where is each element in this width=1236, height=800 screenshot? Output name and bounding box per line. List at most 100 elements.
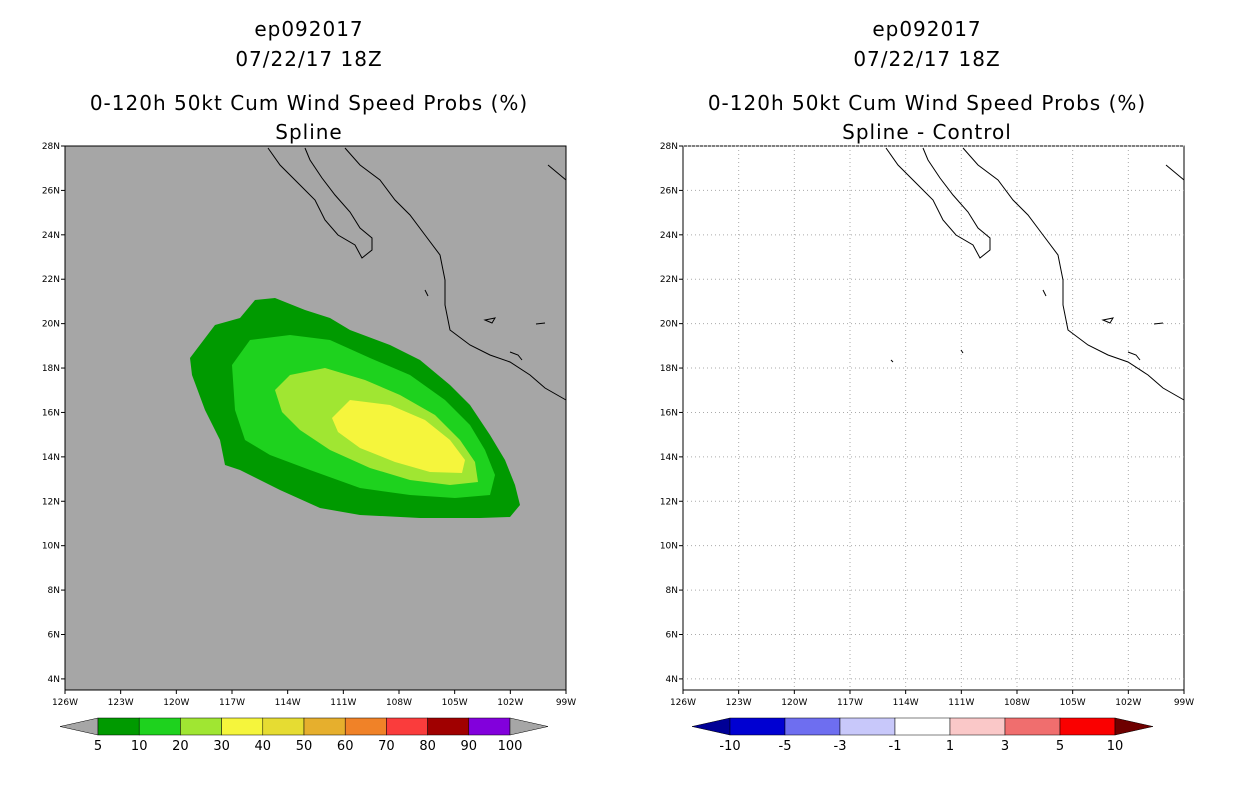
lon-tick-label: 117W (219, 698, 245, 708)
lon-tick-label: 123W (726, 698, 752, 708)
left-map: 126W 123W 120W 117W 114W 111W 108W 105W 102W 99W 4… (42, 142, 576, 754)
lat-tick-label: 6N (666, 630, 678, 640)
lat-tick-label: 14N (42, 453, 60, 463)
colorbar-segment (97, 717, 140, 736)
lat-tick-label: 22N (42, 275, 60, 285)
colorbar-segment (949, 717, 1006, 736)
lon-tick-label: 111W (948, 698, 974, 708)
panel-title-date: 07/22/17 18Z (853, 47, 1001, 71)
lon-tick-label: 105W (442, 698, 468, 708)
left-axis-ticks: 126W 123W 120W 117W 114W 111W 108W 105W 102W 99W 4… (42, 142, 576, 708)
lon-tick-label: 117W (837, 698, 863, 708)
lon-tick-label: 108W (386, 698, 412, 708)
right-axis-ticks: 126W 123W 120W 117W 114W 111W 108W 105W 102W 99W 4… (660, 142, 1194, 708)
lat-tick-label: 18N (42, 364, 60, 374)
colorbar-label: 90 (461, 739, 478, 754)
colorbar-label: -3 (834, 739, 847, 754)
lon-tick-label: 126W (670, 698, 696, 708)
coastline (267, 147, 567, 401)
lat-tick-label: 28N (660, 142, 678, 152)
colorbar-segment (262, 717, 305, 736)
colorbar-label: 3 (1001, 739, 1009, 754)
right-colorbar: -10 -5 -3 -1 1 3 5 10 (691, 717, 1154, 754)
lat-tick-label: 26N (660, 186, 678, 196)
colorbar-label: 60 (337, 739, 354, 754)
lon-tick-label: 99W (556, 698, 576, 708)
colorbar-label: -5 (779, 739, 792, 754)
colorbar-label: 5 (94, 739, 102, 754)
lat-tick-label: 28N (42, 142, 60, 152)
lon-tick-label: 120W (163, 698, 189, 708)
map-gridlines (683, 145, 1184, 690)
lat-tick-label: 24N (660, 231, 678, 241)
lat-tick-label: 18N (660, 364, 678, 374)
colorbar-label: 20 (172, 739, 189, 754)
lon-tick-label: 108W (1004, 698, 1030, 708)
coastline (885, 147, 1185, 401)
lat-tick-label: 20N (660, 320, 678, 330)
lat-tick-label: 22N (660, 275, 678, 285)
lat-tick-label: 4N (666, 675, 678, 685)
colorbar-segment (386, 717, 428, 736)
colorbar-segment (839, 717, 896, 736)
lat-tick-label: 8N (666, 586, 678, 596)
lat-tick-label: 10N (42, 542, 60, 552)
lon-tick-label: 99W (1174, 698, 1194, 708)
lon-tick-label: 126W (52, 698, 78, 708)
colorbar-label: 1 (946, 739, 954, 754)
lat-tick-label: 6N (48, 630, 60, 640)
lon-tick-label: 123W (108, 698, 134, 708)
lat-tick-label: 8N (48, 586, 60, 596)
lon-tick-label: 111W (330, 698, 356, 708)
colorbar-label: 10 (1107, 739, 1124, 754)
colorbar-label: 50 (296, 739, 313, 754)
left-colorbar: 5 10 20 30 40 50 60 70 80 90 100 (59, 717, 549, 754)
colorbar-segment (1059, 717, 1116, 736)
colorbar-label: -1 (889, 739, 902, 754)
colorbar-label: 10 (131, 739, 148, 754)
colorbar-label: 100 (498, 739, 523, 754)
panel-title-method: Spline (275, 120, 343, 144)
colorbar-under-arrow (59, 717, 99, 736)
map-background (682, 145, 1185, 691)
lat-tick-label: 10N (660, 542, 678, 552)
colorbar-under-arrow (691, 717, 731, 736)
colorbar-segment (729, 717, 786, 736)
lat-tick-label: 16N (660, 408, 678, 418)
colorbar-label: 70 (378, 739, 395, 754)
colorbar-segment (180, 717, 222, 736)
lat-tick-label: 14N (660, 453, 678, 463)
lat-tick-label: 12N (42, 497, 60, 507)
panel-title-storm-id: ep092017 (254, 17, 364, 41)
lon-tick-label: 120W (781, 698, 807, 708)
colorbar-segment (468, 717, 511, 736)
lon-tick-label: 105W (1060, 698, 1086, 708)
left-panel: ep092017 07/22/17 18Z 0-120h 50kt Cum Wi… (42, 17, 576, 754)
lat-tick-label: 12N (660, 497, 678, 507)
lon-tick-label: 102W (1115, 698, 1141, 708)
panel-title-date: 07/22/17 18Z (235, 47, 383, 71)
right-map: 126W 123W 120W 117W 114W 111W 108W 105W 102W 99W 4… (660, 142, 1194, 754)
lon-tick-label: 114W (275, 698, 301, 708)
colorbar-label: 5 (1056, 739, 1064, 754)
contour-30pct (332, 400, 465, 473)
lon-tick-label: 114W (893, 698, 919, 708)
colorbar-label: -10 (719, 739, 740, 754)
panel-title-product: 0-120h 50kt Cum Wind Speed Probs (%) (89, 91, 529, 115)
panel-title-product: 0-120h 50kt Cum Wind Speed Probs (%) (707, 91, 1147, 115)
colorbar-segment (221, 717, 264, 736)
colorbar-segment (784, 717, 841, 736)
lat-tick-label: 4N (48, 675, 60, 685)
colorbar-segment (427, 717, 470, 736)
lon-tick-label: 102W (497, 698, 523, 708)
lat-tick-label: 26N (42, 186, 60, 196)
colorbar-segment (303, 717, 346, 736)
colorbar-segment (138, 717, 181, 736)
colorbar-segment (894, 717, 951, 736)
right-panel: ep092017 07/22/17 18Z 0-120h 50kt Cum Wi… (618, 0, 1236, 800)
colorbar-over-arrow (509, 717, 549, 736)
colorbar-segment (344, 717, 387, 736)
lat-tick-label: 24N (42, 231, 60, 241)
lat-tick-label: 20N (42, 320, 60, 330)
panel-title-method: Spline - Control (842, 120, 1012, 144)
